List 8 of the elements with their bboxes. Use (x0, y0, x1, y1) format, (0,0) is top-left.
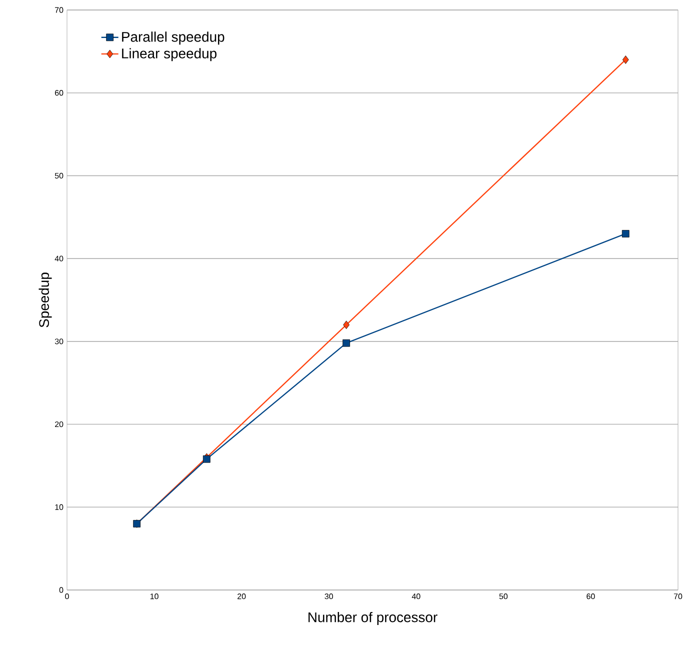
legend-label: Linear speedup (122, 48, 216, 62)
x-axis-title: Number of processor (308, 612, 438, 625)
point (622, 230, 630, 238)
legend-label: Parallel speedup (122, 32, 224, 45)
y-axis-title: Speedup (38, 272, 52, 328)
point (343, 320, 350, 330)
point (622, 56, 629, 64)
point (342, 339, 350, 347)
